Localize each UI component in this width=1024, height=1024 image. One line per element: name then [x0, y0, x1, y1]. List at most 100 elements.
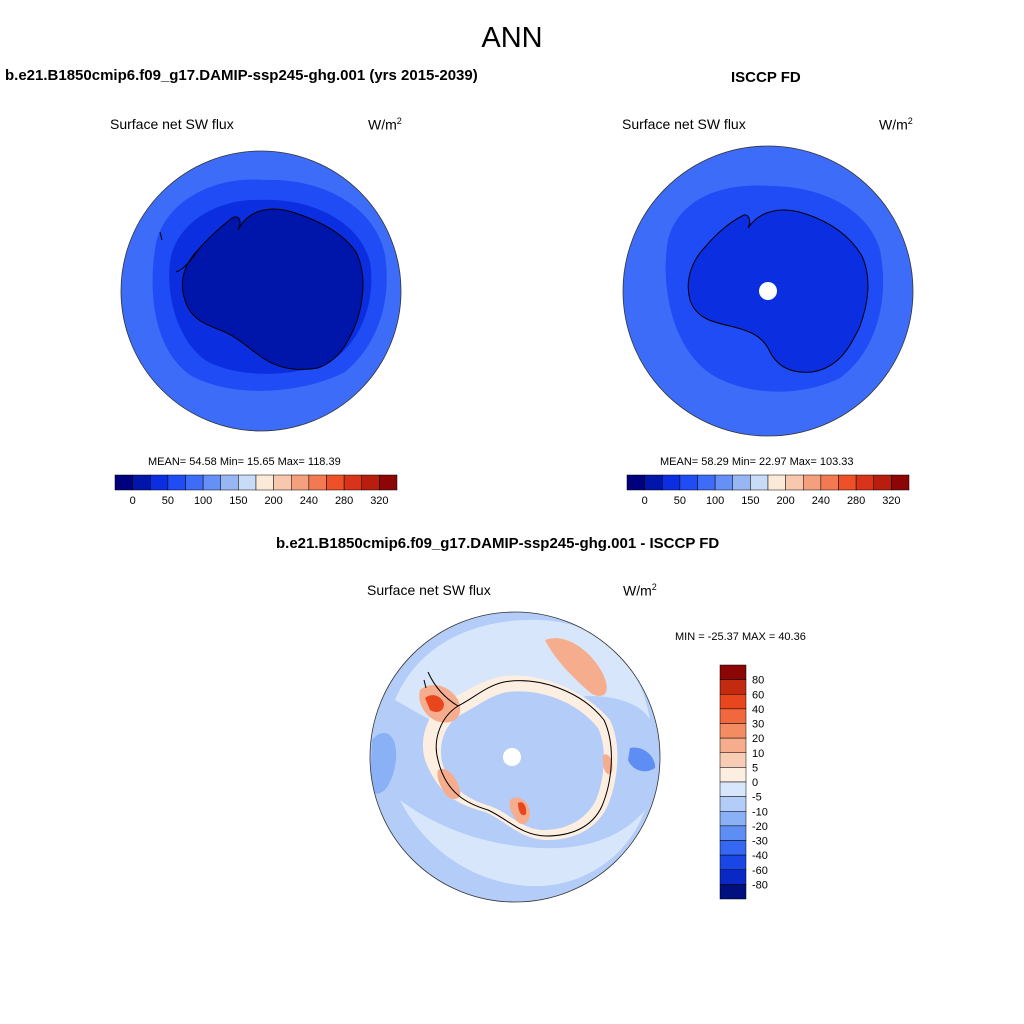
obs-map-frame [622, 145, 914, 437]
model-colorbar-tick-label: 240 [300, 495, 318, 507]
diff-colorbar-tick-label: 60 [752, 689, 764, 701]
obs-colorbar-box [873, 474, 892, 491]
obs-colorbar: 0 50 100 150 200 240 280 320 [626, 474, 910, 507]
diff-neg-patch-east [628, 747, 656, 772]
obs-colorbar-tick-label: 280 [847, 495, 865, 507]
obs-colorbar-box [644, 474, 663, 491]
model-map-frame [120, 150, 402, 432]
diff-pos-ne-band [545, 638, 607, 696]
diff-colorbar-box [719, 664, 747, 680]
diff-coastline [435, 680, 612, 837]
obs-colorbar-box [891, 474, 910, 491]
diff-colorbar-tick-label: 30 [752, 719, 764, 731]
obs-variable-label: Surface net SW flux [622, 116, 746, 132]
obs-colorbar-box [785, 474, 804, 491]
diff-variable-label: Surface net SW flux [367, 582, 491, 598]
model-colorbar-tick-label: 280 [335, 495, 353, 507]
diff-colorbar-tick-label: -10 [752, 806, 768, 818]
model-colorbar-box [326, 474, 345, 491]
model-continent-fill [182, 209, 363, 370]
model-colorbar-box [361, 474, 380, 491]
diff-colorbar-box [719, 752, 747, 768]
obs-coastline [687, 209, 869, 373]
model-colorbar-box [291, 474, 310, 491]
model-colorbar-box [150, 474, 169, 491]
model-units-label: W/m2 [368, 116, 402, 133]
model-colorbar-box [308, 474, 327, 491]
obs-continent-fill [688, 210, 868, 373]
diff-colorbar-tick-label: -30 [752, 836, 768, 848]
obs-colorbar-box [626, 474, 645, 491]
model-peninsula [159, 231, 199, 273]
diff-map-frame [369, 611, 661, 903]
model-panel-title: b.e21.B1850cmip6.f09_g17.DAMIP-ssp245-gh… [5, 67, 478, 84]
model-colorbar-box [220, 474, 239, 491]
diff-neg-patch-west [370, 732, 397, 794]
model-stats: MEAN= 54.58 Min= 15.65 Max= 118.39 [148, 456, 341, 468]
obs-stats: MEAN= 58.29 Min= 22.97 Max= 103.33 [660, 456, 854, 468]
diff-pos-strong-ross [518, 802, 527, 816]
diff-colorbar-tick-label: 80 [752, 675, 764, 687]
diff-colorbar-box [719, 737, 747, 753]
diff-colorbar-box [719, 723, 747, 739]
diff-units-label: W/m2 [623, 582, 657, 599]
diff-colorbar-box [719, 869, 747, 885]
model-colorbar-box [273, 474, 292, 491]
obs-colorbar-tick-label: 50 [674, 495, 686, 507]
diff-colorbar-tick-label: -40 [752, 850, 768, 862]
diff-colorbar-box [719, 796, 747, 812]
model-colorbar: 0 50 100 150 200 240 280 320 [114, 474, 398, 507]
diff-peninsula-coast [423, 671, 459, 707]
diff-interior [440, 691, 604, 830]
model-colorbar-tick-label: 320 [370, 495, 388, 507]
diff-colorbar-tick-label: -20 [752, 821, 768, 833]
model-map [120, 150, 402, 432]
obs-colorbar-tick-label: 150 [741, 495, 759, 507]
diff-map [369, 611, 661, 903]
obs-colorbar-box [732, 474, 751, 491]
diff-colorbar-box [719, 708, 747, 724]
diff-pos-east-spot [602, 754, 613, 775]
diff-light-south [400, 800, 645, 887]
diff-colorbar-box [719, 781, 747, 797]
model-colorbar-box [132, 474, 151, 491]
model-colorbar-tick-label: 200 [264, 495, 282, 507]
diff-colorbar-tick-label: -5 [752, 792, 762, 804]
obs-units-label: W/m2 [879, 116, 913, 133]
obs-colorbar-tick-label: 240 [812, 495, 830, 507]
obs-colorbar-box [662, 474, 681, 491]
page-title: ANN [481, 22, 543, 54]
obs-colorbar-tick-label: 200 [776, 495, 794, 507]
obs-colorbar-box [767, 474, 786, 491]
obs-colorbar-box [750, 474, 769, 491]
obs-colorbar-tick-label: 320 [882, 495, 900, 507]
diff-pos-strong-peninsula [425, 695, 444, 712]
diff-colorbar-tick-label: 20 [752, 733, 764, 745]
diff-colorbar-box [719, 811, 747, 827]
obs-colorbar-box [803, 474, 822, 491]
obs-panel-title: ISCCP FD [731, 69, 801, 86]
model-coastline [181, 208, 364, 370]
diff-colorbar: 80 60 40 30 20 10 5 0 -5 -10 -20 -30 -40 -60 -80 [719, 664, 768, 900]
diff-colorbar-box [719, 884, 747, 900]
diff-colorbar-tick-label: 10 [752, 748, 764, 760]
diff-colorbar-box [719, 825, 747, 841]
diff-colorbar-box [719, 854, 747, 870]
model-colorbar-box [255, 474, 274, 491]
obs-missing-pole [759, 282, 777, 300]
diff-panel-title: b.e21.B1850cmip6.f09_g17.DAMIP-ssp245-gh… [276, 535, 720, 552]
model-colorbar-box [185, 474, 204, 491]
diff-colorbar-tick-label: -60 [752, 865, 768, 877]
obs-colorbar-box [820, 474, 839, 491]
obs-colorbar-box [714, 474, 733, 491]
model-colorbar-box [238, 474, 257, 491]
diff-colorbar-tick-label: 0 [752, 777, 758, 789]
model-colorbar-box [343, 474, 362, 491]
diff-stats: MIN = -25.37 MAX = 40.36 [675, 631, 806, 643]
obs-colorbar-box [838, 474, 857, 491]
diff-colorbar-tick-label: 5 [752, 762, 758, 774]
obs-colorbar-tick-label: 100 [706, 495, 724, 507]
obs-colorbar-box [679, 474, 698, 491]
obs-map [622, 145, 914, 437]
